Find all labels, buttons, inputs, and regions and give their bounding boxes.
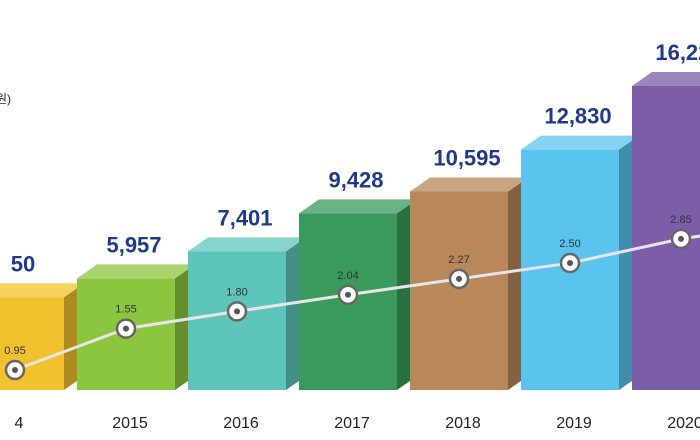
rate-marker-dot-2019	[567, 260, 573, 267]
unit-label: 원)	[0, 92, 11, 106]
year-label-2018: 2018	[445, 415, 481, 432]
value-label-2015: 5,957	[106, 232, 161, 257]
bar-front-2018	[410, 191, 508, 390]
rate-marker-dot-2016	[234, 308, 240, 315]
rate-marker-dot-2020	[678, 235, 684, 242]
bar-top-2016	[188, 237, 306, 252]
rate-marker-dot-2018	[456, 275, 462, 282]
year-label-2015: 2015	[112, 415, 148, 432]
labels-layer: 50 4 5,957 2015 7,401 2016 9,428 2017 10,595 2018…	[4, 40, 700, 432]
value-label-2016: 7,401	[217, 205, 272, 230]
year-label-2017: 2017	[334, 415, 370, 432]
rate-label-2014: 0.95	[4, 345, 25, 357]
bar-top-2014	[0, 283, 84, 298]
value-label-2017: 9,428	[328, 167, 383, 192]
rate-label-2019: 2.50	[559, 238, 580, 250]
rate-marker-dot-2014	[12, 367, 18, 373]
rate-label-2016: 1.80	[226, 286, 247, 298]
bar-top-2015	[77, 264, 195, 279]
rate-line-layer	[4, 228, 700, 381]
rate-marker-dot-2015	[123, 325, 129, 332]
value-label-2014: 50	[11, 251, 35, 276]
bar-top-2017	[299, 199, 417, 214]
year-label-2020: 2020	[667, 415, 700, 432]
rate-label-2017: 2.04	[337, 270, 358, 282]
rate-label-2015: 1.55	[115, 304, 136, 316]
value-label-2019: 12,830	[544, 104, 611, 129]
bar-top-2018	[410, 177, 528, 192]
rate-label-2018: 2.27	[448, 254, 469, 266]
bar-top-2020	[632, 72, 700, 86]
rate-label-2020: 2.85	[670, 214, 691, 226]
value-label-2018: 10,595	[433, 145, 500, 170]
year-label-2016: 2016	[223, 415, 259, 432]
value-label-2020: 16,225	[655, 40, 700, 65]
bars-layer	[0, 72, 700, 390]
year-label-2014: 4	[15, 415, 24, 432]
year-label-2019: 2019	[556, 415, 592, 432]
rate-marker-dot-2017	[345, 291, 351, 298]
bar-top-2019	[521, 135, 639, 150]
